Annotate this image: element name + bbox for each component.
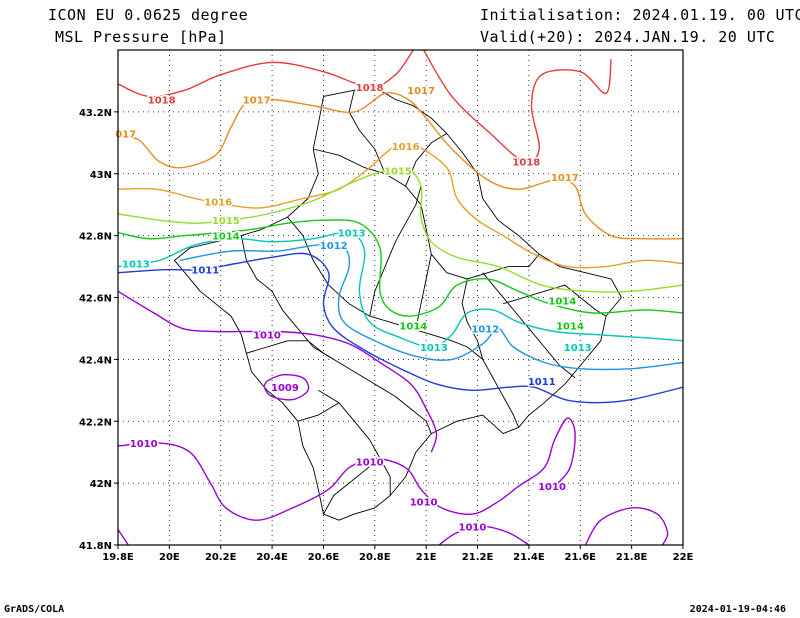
isobar-label-1010: 1010 xyxy=(130,439,158,450)
isobar-label-1014: 1014 xyxy=(556,321,584,332)
admin-border xyxy=(174,86,622,521)
isobar-label-1013: 1013 xyxy=(338,229,366,240)
variable-title: MSL Pressure [hPa] xyxy=(55,28,227,46)
isobar-label-1014: 1014 xyxy=(212,232,240,243)
admin-border xyxy=(348,90,386,174)
isobar-label-1010: 1010 xyxy=(538,482,566,493)
lon-tick-label: 20.2E xyxy=(205,552,237,563)
isobar-label-1010: 1010 xyxy=(458,522,486,533)
lon-tick-label: 22E xyxy=(673,552,694,563)
isobar-label-1012: 1012 xyxy=(471,324,499,335)
isobar-1017 xyxy=(118,92,683,240)
admin-border xyxy=(318,389,391,496)
lon-tick-label: 21.6E xyxy=(565,552,597,563)
admin-border xyxy=(405,133,447,187)
admin-border xyxy=(415,254,432,329)
isobar-1010 xyxy=(584,506,669,545)
lon-tick-label: 21E xyxy=(416,552,437,563)
isobar-label-1017: 1017 xyxy=(551,173,579,184)
isobar-label-1013: 1013 xyxy=(564,343,592,354)
isobar-1013 xyxy=(118,231,683,348)
lat-tick-label: 42.2N xyxy=(79,417,112,428)
isobar-label-1009: 1009 xyxy=(271,383,299,394)
lon-tick-label: 20.4E xyxy=(256,552,288,563)
isobar-1009 xyxy=(263,373,310,401)
isobar-1018 xyxy=(423,50,612,163)
admin-border xyxy=(323,458,381,515)
isobar-label-1014: 1014 xyxy=(548,297,576,308)
initialisation-time: Initialisation: 2024.01.19. 00 UTC xyxy=(480,6,800,24)
admin-border xyxy=(313,148,540,280)
lon-tick-label: 19.8E xyxy=(102,552,134,563)
isobar-label-1016: 1016 xyxy=(392,142,420,153)
isobar-label-1016: 1016 xyxy=(204,198,232,209)
isobar-1010 xyxy=(118,417,576,521)
isobar-label-1018: 1018 xyxy=(512,157,540,168)
isobar-1010 xyxy=(438,525,530,545)
isobar-label-1012: 1012 xyxy=(320,241,348,252)
isobar-label-1010: 1010 xyxy=(410,498,438,509)
isobar-1010 xyxy=(118,290,438,453)
isobar-labels: 1018 1017 017 1018 1017 1016 1015 1018 1017 1016 1… xyxy=(114,82,593,535)
isobar-label-1017: 1017 xyxy=(407,86,435,97)
isobar-contours xyxy=(118,50,683,545)
map-grid xyxy=(118,50,683,545)
lon-tick-label: 20E xyxy=(159,552,180,563)
isobar-label-1011: 1011 xyxy=(528,377,556,388)
lat-tick-label: 42.8N xyxy=(79,232,112,243)
lat-tick-label: 43N xyxy=(90,170,112,181)
admin-border xyxy=(369,185,422,317)
lat-tick-label: 41.8N xyxy=(79,541,112,552)
longitude-axis: 19.8E 20E 20.2E 20.4E 20.6E 20.8E 21E 21.2E 21.4… xyxy=(102,545,694,563)
lon-tick-label: 21.2E xyxy=(462,552,494,563)
isobar-1011 xyxy=(118,252,683,404)
lon-tick-label: 20.6E xyxy=(308,552,340,563)
latitude-axis: 41.8N 42N 42.2N 42.4N 42.6N 42.8N 43N 43.2N xyxy=(79,108,118,552)
lat-tick-label: 42.6N xyxy=(79,294,112,305)
footer-software: GrADS/COLA xyxy=(4,604,65,615)
lon-tick-label: 21.8E xyxy=(616,552,648,563)
lon-tick-label: 20.8E xyxy=(359,552,391,563)
model-title: ICON EU 0.0625 degree xyxy=(48,6,249,24)
isobar-label-1013: 1013 xyxy=(420,343,448,354)
isobar-1012 xyxy=(179,243,683,371)
isobar-label-1017: 1017 xyxy=(243,96,271,107)
admin-borders xyxy=(174,86,622,521)
lat-tick-label: 42.4N xyxy=(79,355,112,366)
isobar-label-1015: 1015 xyxy=(384,167,412,178)
isobar-label-1010: 1010 xyxy=(253,331,281,342)
lat-tick-label: 42N xyxy=(90,479,112,490)
footer-timestamp: 2024-01-19-04:46 xyxy=(689,604,786,615)
valid-time: Valid(+20): 2024.JAN.19. 20 UTC xyxy=(480,28,776,46)
admin-border xyxy=(297,402,340,422)
isobar-label-1010: 1010 xyxy=(356,457,384,468)
isobar-1014 xyxy=(118,219,683,317)
isobar-1018 xyxy=(118,50,414,98)
isobar-label-1014: 1014 xyxy=(399,321,427,332)
admin-border xyxy=(246,340,334,360)
lon-tick-label: 21.4E xyxy=(513,552,545,563)
admin-border xyxy=(503,284,607,317)
isobar-1015 xyxy=(118,166,683,293)
isobar-1010 xyxy=(118,529,129,545)
lat-tick-label: 43.2N xyxy=(79,108,112,119)
isobar-label-1017: 017 xyxy=(115,130,136,141)
admin-border xyxy=(461,278,484,360)
admin-border xyxy=(287,216,520,428)
isobar-label-1018: 1018 xyxy=(356,83,384,94)
isobar-label-1011: 1011 xyxy=(191,266,219,277)
isobar-label-1015: 1015 xyxy=(212,216,240,227)
isobar-label-1018: 1018 xyxy=(148,96,176,107)
isobar-1016 xyxy=(118,142,683,269)
isobar-label-1013: 1013 xyxy=(122,259,150,270)
